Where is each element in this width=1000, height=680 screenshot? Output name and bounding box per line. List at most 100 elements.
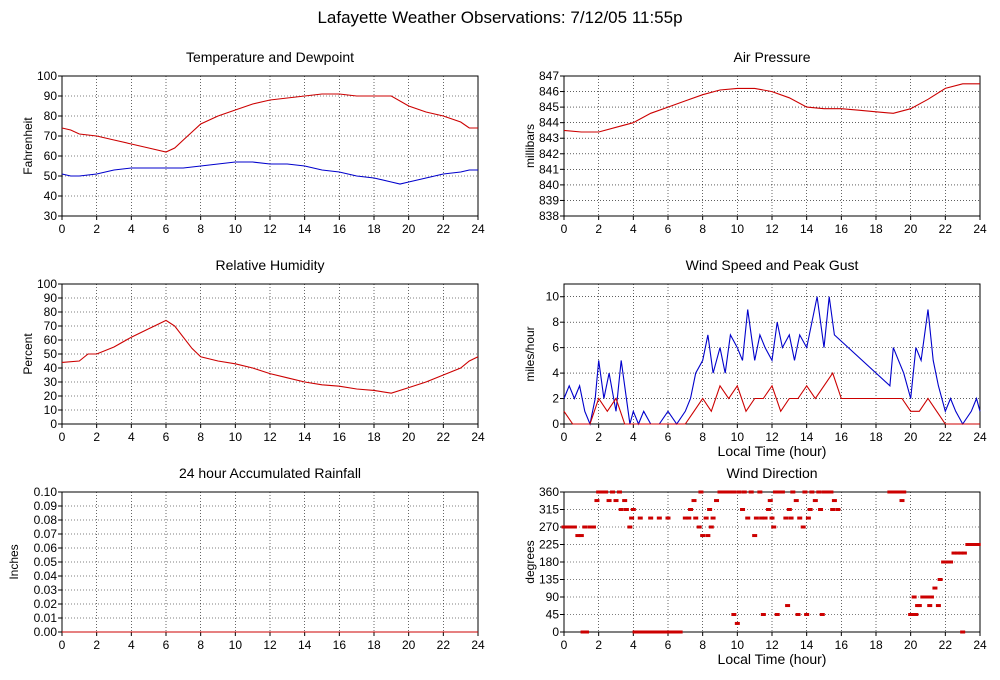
direction-point [748,490,754,494]
x-tick-label: 8 [699,222,706,236]
direction-point [618,508,624,511]
x-tick-label: 10 [229,222,243,236]
direction-point [783,516,789,520]
y-axis-label: Percent [21,333,35,375]
y-tick-label: 70 [44,319,58,333]
x-tick-label: 12 [765,638,779,652]
direction-point [824,490,830,494]
x-tick-label: 0 [561,430,568,444]
x-tick-label: 4 [630,430,637,444]
x-tick-label: 12 [765,430,779,444]
y-tick-label: 847 [539,69,559,83]
y-tick-label: 4 [552,366,559,380]
x-tick-label: 8 [197,430,204,444]
x-tick-label: 0 [561,222,568,236]
y-tick-label: 0.10 [34,485,58,499]
direction-point [745,516,751,520]
direction-point [642,630,648,634]
direction-point [797,516,803,520]
direction-point [818,508,824,511]
series-line-1 [563,371,980,425]
direction-point [911,595,917,599]
y-tick-label: 0.08 [34,513,58,527]
direction-point [691,499,697,503]
y-axis-label: miles/hour [523,326,537,381]
direction-point [807,508,813,511]
y-tick-label: 844 [539,116,559,130]
direction-point [741,490,747,494]
y-tick-label: 839 [539,193,559,207]
direction-point [961,551,967,555]
direction-point [771,525,777,529]
x-tick-label: 20 [904,638,918,652]
y-tick-label: 270 [539,520,559,534]
y-tick-label: 90 [546,590,560,604]
direction-point [736,490,742,494]
x-tick-label: 6 [163,222,170,236]
direction-point [819,613,825,616]
y-tick-label: 0.09 [34,499,58,513]
direction-point [830,508,836,511]
direction-point [786,508,792,511]
y-tick-label: 80 [44,305,58,319]
direction-point [757,490,763,494]
direction-point [686,516,692,520]
y-tick-label: 838 [539,209,559,223]
series-line-0 [563,296,981,426]
x-tick-label: 4 [128,430,135,444]
direction-point [616,490,622,494]
x-tick-label: 6 [163,430,170,444]
direction-point [897,490,903,494]
x-tick-label: 12 [263,222,277,236]
direction-point [594,499,600,503]
x-tick-label: 24 [973,222,987,236]
direction-point [767,499,773,503]
direction-point [720,490,726,494]
y-tick-label: 20 [44,389,58,403]
x-tick-label: 4 [128,638,135,652]
y-tick-label: 0.07 [34,527,58,541]
direction-point [800,525,806,529]
x-tick-label: 16 [835,638,849,652]
direction-point [596,490,602,494]
y-tick-label: 70 [44,129,58,143]
direction-point [812,499,818,503]
direction-point [674,630,680,634]
x-tick-label: 22 [939,222,953,236]
direction-point [975,543,981,546]
direction-point [717,490,723,494]
y-tick-label: 841 [539,162,559,176]
direction-point [954,551,960,555]
direction-point [677,630,683,634]
y-tick-label: 100 [37,69,57,83]
direction-point [909,613,915,616]
direction-point [660,630,666,634]
direction-point [561,525,567,529]
y-tick-label: 843 [539,131,559,145]
direction-point [700,534,706,538]
direction-point [941,560,947,564]
x-tick-label: 20 [904,430,918,444]
direction-point [762,516,768,520]
direction-point [948,560,954,564]
chart-title: 24 hour Accumulated Rainfall [179,465,361,481]
y-tick-label: 60 [44,333,58,347]
direction-point [649,630,655,634]
x-axis-label: Local Time (hour) [718,443,827,459]
y-tick-label: 50 [44,169,58,183]
x-tick-label: 22 [437,638,451,652]
y-tick-label: 845 [539,100,559,114]
x-tick-label: 2 [595,222,602,236]
x-tick-label: 14 [800,638,814,652]
direction-point [623,508,629,511]
direction-point [790,490,796,494]
direction-point [610,490,616,494]
x-tick-label: 18 [869,638,883,652]
direction-point [636,630,642,634]
x-tick-label: 4 [630,638,637,652]
x-tick-label: 18 [367,638,381,652]
y-tick-label: 0.02 [34,597,58,611]
x-tick-label: 14 [298,430,312,444]
x-tick-label: 22 [939,430,953,444]
